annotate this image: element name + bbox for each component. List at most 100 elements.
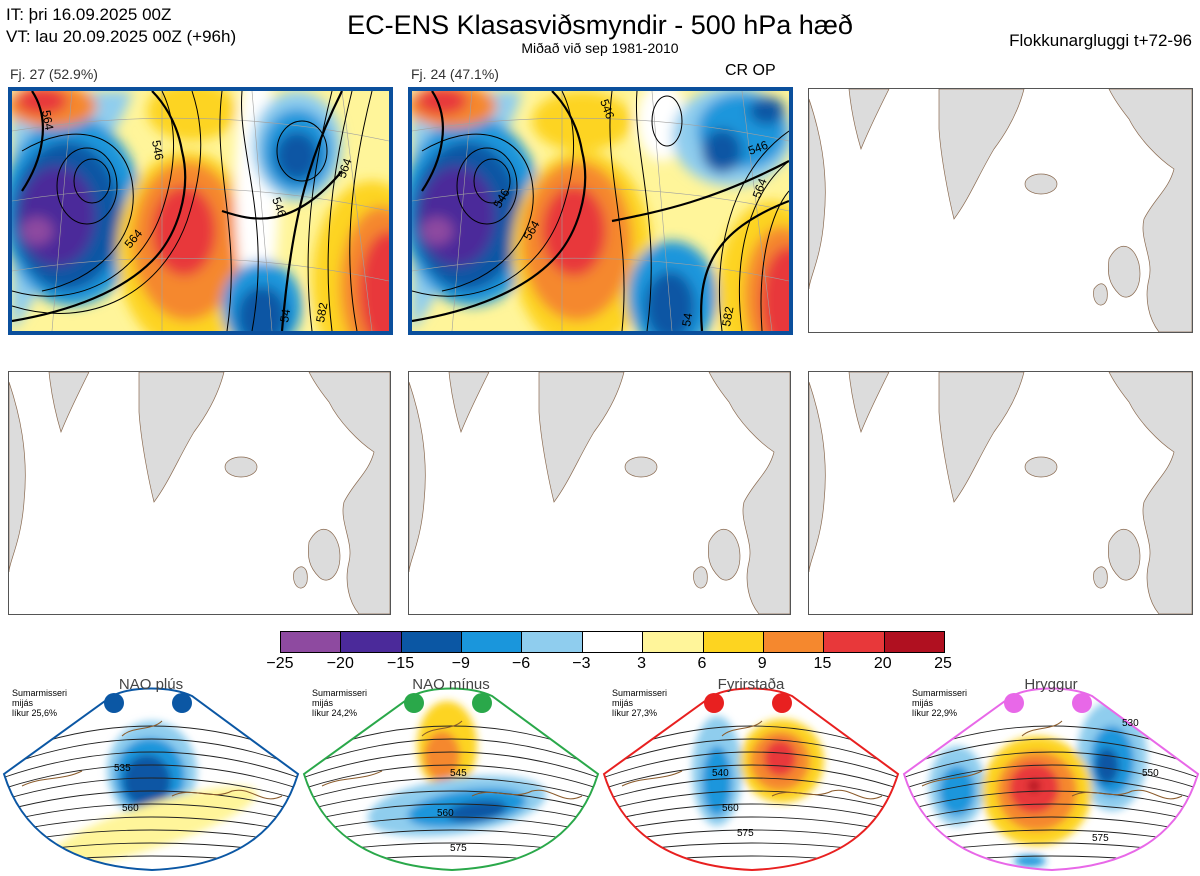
colorbar-tick-label: 6 [697,655,707,672]
contour-line [904,738,1198,768]
anomaly-colorbar [280,631,945,653]
regime-outline [602,687,900,872]
page-subtitle: Miðað við sep 1981-2010 [521,40,679,56]
regime-indicator-dot [172,693,192,713]
colorbar-tick-label: −15 [386,655,415,672]
contour-line [604,855,898,867]
contour-line [904,816,1198,834]
colorbar-tick-label: 25 [934,655,952,672]
regime-note: Sumarmisseri mijás líkur 24,2% [312,688,367,718]
contour-line [904,803,1198,823]
contour-line [4,855,298,867]
regime-indicator-dot [472,693,492,713]
regime-note: Sumarmisseri mijás líkur 27,3% [612,688,667,718]
colorbar-tick-label: 9 [757,655,767,672]
regime-note-line: Sumarmisseri [312,688,368,698]
contour-line [304,751,598,779]
coastline [921,720,1183,800]
colorbar-swatch [643,632,704,652]
cluster-2-label: Fj. 24 (47.1%) [411,66,499,82]
cluster-1-contour-label: 564 [335,156,355,180]
contour-line [304,855,598,867]
colorbar-swatch [522,632,583,652]
colorbar-swatch [582,632,644,652]
regime-note: Sumarmisseri mijás líkur 22,9% [912,688,967,718]
regime-title: NAO plús [118,676,184,693]
contour-line [304,738,598,768]
anomaly-patch [702,746,732,816]
regime-panel: 530 550 575 Hryggur Sumarmisseri mijás líkur 2… [902,676,1200,872]
regime-contour-label: 560 [437,808,454,819]
regime-contour-label: 550 [1142,768,1159,779]
regime-contour-label: 560 [122,803,139,814]
base-map-graphic [809,372,1192,614]
regime-indicator-dot [104,693,124,713]
regime-indicator-dot [772,693,792,713]
cluster-1-contour-label: 546 [269,195,289,219]
regime-note-line: mijás [612,698,634,708]
anomaly-patch [764,740,796,776]
contour-line [904,751,1198,779]
cluster-1-contour-label: 54 [277,308,293,324]
colorbar-tick-label: −9 [451,655,470,672]
contour-line [4,816,298,834]
regime-contour-label: 540 [712,768,729,779]
regime-contour-label: 535 [114,763,131,774]
regime-outline [2,687,300,872]
empty-map-4 [8,371,391,615]
regime-outline [902,687,1200,872]
colorbar-swatch [281,632,342,652]
regime-indicator-dot [1072,693,1092,713]
regime-title: Fyrirstaða [717,676,785,693]
regime-title: NAO mínus [412,676,490,693]
contour-line [304,816,598,834]
regime-map-graphic: 535 560 [2,687,300,872]
regime-contour-label: 575 [737,828,754,839]
contour-line [904,790,1198,812]
base-map-graphic [9,372,390,614]
contour-line [604,842,898,856]
anomaly-patch [1095,748,1119,784]
contour-line [904,842,1198,856]
contour-line [604,777,898,801]
regime-title: Hryggur [1024,676,1078,693]
cluster-map-2[interactable]: 546 546 546 564 564 582 54 [408,87,793,335]
coastline [321,720,583,800]
regime-map-graphic: 540 560 575 [602,687,900,872]
contour-line [304,790,598,812]
regime-contour-label: 575 [450,843,467,854]
classification-window: Flokkunargluggi t+72-96 [1009,31,1192,50]
regime-indicator-dot [404,693,424,713]
base-map-graphic [809,89,1192,332]
empty-map-3 [808,88,1193,333]
header-times: IT: þri 16.09.2025 00Z VT: lau 20.09.202… [6,4,236,48]
contour-line [604,764,898,790]
contour-line [604,816,898,834]
initial-time: IT: þri 16.09.2025 00Z [6,5,172,24]
cluster-map-1[interactable]: 546 564 546 564 564 582 54 [8,87,393,335]
coastline [21,720,283,800]
cluster-map-1-graphic: 546 564 546 564 564 582 54 [12,91,389,331]
cluster-1-contour-label: 582 [313,301,330,323]
contour-line [604,751,898,779]
contour-line [604,738,898,768]
regime-panel: 545 560 575 NAO mínus Sumarmisseri mijás líkur… [302,676,600,872]
contour-line [4,751,298,779]
regime-note-line: mijás [312,698,334,708]
regime-indicator-dot [1004,693,1024,713]
colorbar-tick-label: 15 [813,655,832,672]
regime-note-line: mijás [12,698,34,708]
regime-note-line: Sumarmisseri [12,688,68,698]
cluster-1-contour-label: 546 [149,139,166,161]
regime-panel: 535 560 NAO plús Sumarmisseri mijás líkur 25,… [2,676,300,872]
contour-line [304,777,598,801]
contour-line [304,803,598,823]
regime-note-line: Sumarmisseri [612,688,668,698]
regime-panel: 540 560 575 Fyrirstaða Sumarmisseri mijás líku… [602,676,900,872]
colorbar-swatch [763,632,825,652]
base-map-graphic [409,372,790,614]
colorbar-swatch [341,632,402,652]
regime-outline [302,687,600,872]
anomaly-patch [939,766,975,816]
anomaly-patch [1028,780,1040,792]
